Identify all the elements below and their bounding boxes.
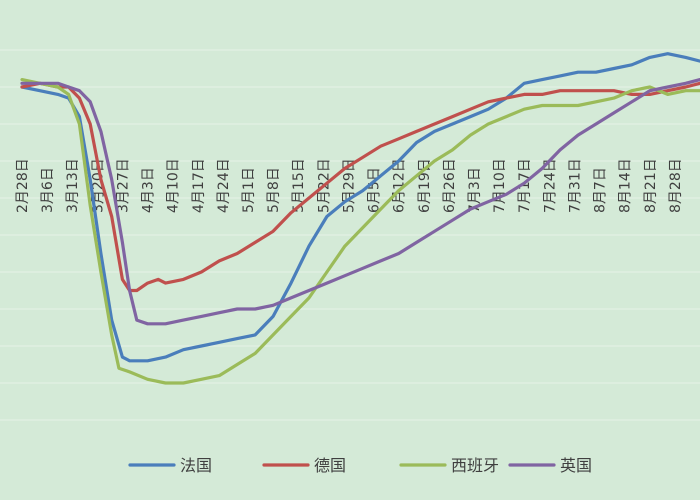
- x-tick-label: 4月3日: [141, 167, 157, 213]
- x-tick-label: 4月17日: [191, 158, 207, 213]
- x-tick-label: 6月5日: [367, 167, 383, 213]
- x-tick-label: 4月10日: [166, 158, 182, 213]
- x-tick-label: 8月28日: [668, 158, 684, 213]
- x-tick-label: 5月8日: [266, 167, 282, 213]
- series-line-英国: [20, 78, 700, 326]
- x-tick-label: 6月26日: [442, 158, 458, 213]
- legend-label: 法国: [180, 456, 212, 475]
- x-tick-label: 5月29日: [341, 158, 357, 213]
- x-tick-label: 8月7日: [593, 167, 609, 213]
- legend-label: 西班牙: [451, 456, 499, 475]
- series-line-法国: [20, 52, 700, 363]
- x-tick-label: 7月3日: [467, 167, 483, 213]
- legend: 法国 德国 西班牙 英国: [128, 456, 592, 475]
- x-tick-label: 6月12日: [392, 158, 408, 213]
- x-tick-label: 4月24日: [216, 158, 232, 213]
- x-tick-label: 7月10日: [492, 158, 508, 213]
- x-tick-label: 2月28日: [15, 158, 31, 213]
- gridlines: [0, 49, 700, 421]
- series-line-德国: [20, 81, 700, 293]
- x-tick-label: 3月6日: [40, 167, 56, 213]
- x-tick-label: 7月31日: [567, 158, 583, 213]
- x-tick-label: 8月14日: [618, 158, 634, 213]
- x-tick-label: 8月21日: [643, 158, 659, 213]
- x-tick-label: 5月15日: [291, 158, 307, 213]
- x-tick-label: 3月27日: [115, 158, 131, 213]
- x-tick-label: 5月1日: [241, 167, 257, 213]
- legend-label: 德国: [314, 456, 346, 475]
- legend-label: 英国: [560, 456, 592, 475]
- x-tick-label: 7月17日: [517, 158, 533, 213]
- x-axis-labels: 2月28日 3月6日 3月13日 3月20日 3月27日 4月3日 4月10日 4月17日 4月…: [15, 158, 684, 213]
- x-tick-label: 7月24日: [542, 158, 558, 213]
- series-line-西班牙: [20, 78, 700, 385]
- x-tick-label: 3月13日: [65, 158, 81, 213]
- series-lines: [20, 52, 700, 385]
